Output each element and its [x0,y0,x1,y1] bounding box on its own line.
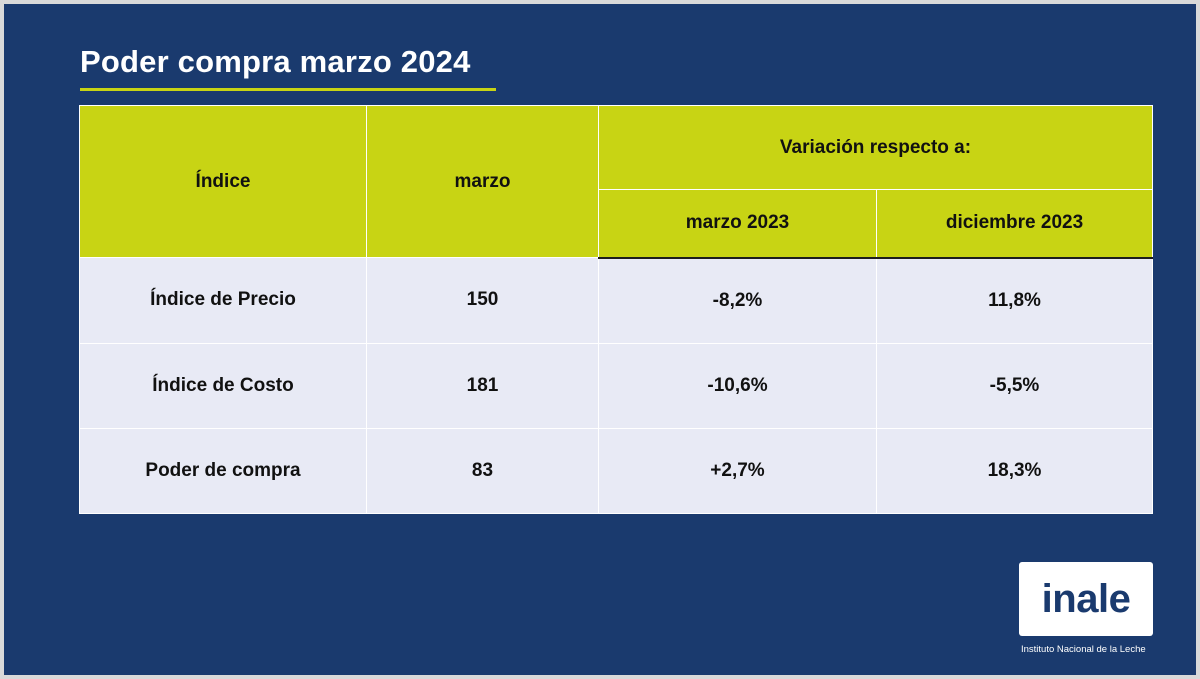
slide-title: Poder compra marzo 2024 [80,44,471,79]
logo-subtitle: Instituto Nacional de la Leche [1021,644,1146,655]
header-variation-group: Variación respecto a: [598,105,1153,190]
table-row: Índice de Costo 181 -10,6% -5,5% [79,342,1153,429]
row-var-march-2023: -10,6% [598,342,877,429]
table-row: Poder de compra 83 +2,7% 18,3% [79,427,1153,514]
row-value: 181 [366,342,599,429]
logo-text: inale [1041,576,1131,621]
table-row: Índice de Precio 150 -8,2% 11,8% [79,257,1153,344]
row-value: 83 [366,427,599,514]
row-label: Índice de Precio [79,257,367,344]
row-var-december-2023: 11,8% [876,257,1153,344]
slide: Poder compra marzo 2024 Índice marzo Var… [4,4,1196,675]
row-var-december-2023: 18,3% [876,427,1153,514]
title-underline [80,88,496,91]
header-var-march-2023: marzo 2023 [598,189,877,259]
header-month: marzo [366,105,599,258]
header-index: Índice [79,105,367,258]
row-value: 150 [366,257,599,344]
row-label: Índice de Costo [79,342,367,429]
header-var-december-2023: diciembre 2023 [876,189,1153,259]
row-var-march-2023: -8,2% [598,257,877,344]
row-var-december-2023: -5,5% [876,342,1153,429]
row-label: Poder de compra [79,427,367,514]
inale-logo: inale [1019,562,1153,636]
purchasing-power-table: Índice marzo Variación respecto a: marzo… [79,105,1153,514]
row-var-march-2023: +2,7% [598,427,877,514]
